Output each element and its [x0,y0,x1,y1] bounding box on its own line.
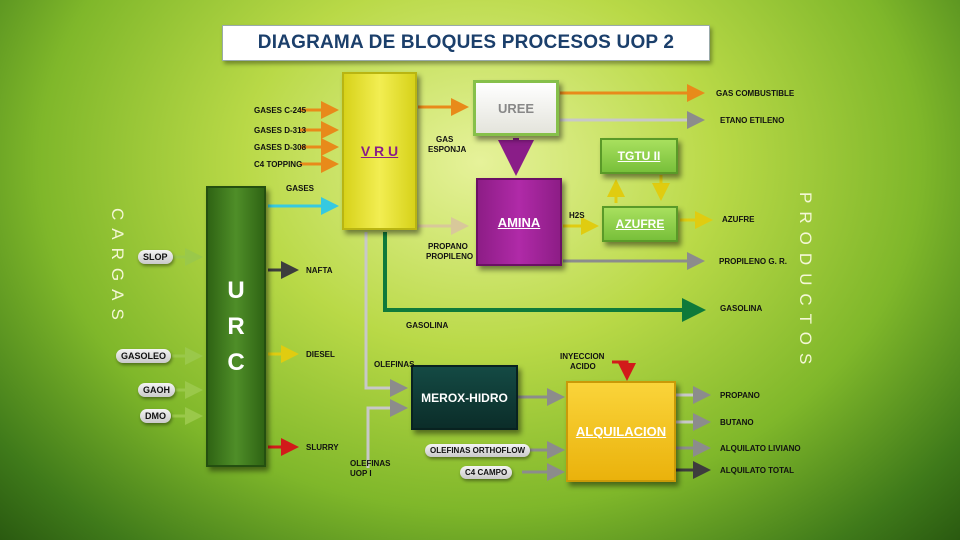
feed-gases-c245: GASES C-245 [254,106,307,115]
product-propileno-gr: PROPILENO G. R. [719,257,788,266]
uree-label: UREE [497,100,535,116]
urc-letter-c: C [227,348,245,376]
alquilacion-label: ALQUILACION [575,424,667,439]
product-azufre: AZUFRE [722,215,755,224]
product-nafta: NAFTA [306,266,333,275]
merox-label: MEROX-HIDRO [421,390,508,405]
product-slurry: SLURRY [306,443,339,452]
feed-olefinas-orthoflow: OLEFINAS ORTHOFLOW [425,444,531,457]
inyeccion-acido-label-1: INYECCION [560,352,605,361]
alquilacion-block[interactable]: ALQUILACION [566,381,676,482]
feed-c4-topping: C4 TOPPING [254,160,303,169]
productos-label: PRODUCTOS [796,192,815,373]
product-butano: BUTANO [720,418,754,427]
olefinas-uop1-label-1: OLEFINAS [350,459,391,468]
merox-block[interactable]: MEROX-HIDRO [411,365,518,430]
product-gas-combustible: GAS COMBUSTIBLE [716,89,795,98]
feed-gases-d313: GASES D-313 [254,126,307,135]
vru-label: V R U [360,143,399,159]
gases-label: GASES [286,184,315,193]
propano-propileno-label-2: PROPILENO [426,252,474,261]
feed-gases-d308: GASES D-308 [254,143,307,152]
urc-block[interactable]: U R C [206,186,266,467]
urc-letter-r: R [227,312,245,340]
feed-dmo: DMO [140,409,171,423]
product-etano-etileno: ETANO ETILENO [720,116,785,125]
gas-esponja-label-1: GAS [436,135,454,144]
feed-slop: SLOP [138,250,173,264]
product-diesel: DIESEL [306,350,335,359]
vru-block[interactable]: V R U [342,72,417,230]
olefinas-uop1-label-2: UOP I [350,469,372,478]
propano-propileno-label-1: PROPANO [428,242,468,251]
azufre-block[interactable]: AZUFRE [602,206,678,242]
tgtu-label: TGTU II [617,149,661,163]
gasolina-flow-label: GASOLINA [406,321,449,330]
tgtu-block[interactable]: TGTU II [600,138,678,174]
product-alquilato-liviano: ALQUILATO LIVIANO [720,444,801,453]
olefinas-label: OLEFINAS [374,360,415,369]
product-alquilato-total: ALQUILATO TOTAL [720,466,795,475]
product-gasolina: GASOLINA [720,304,763,313]
diagram-title: DIAGRAMA DE BLOQUES PROCESOS UOP 2 [222,25,710,61]
feed-c4-campo: C4 CAMPO [460,466,513,479]
amina-label: AMINA [497,214,541,230]
azufre-label: AZUFRE [615,217,665,231]
feed-gasoleo: GASOLEO [116,349,172,363]
product-propano: PROPANO [720,391,760,400]
gas-esponja-label-2: ESPONJA [428,145,467,154]
h2s-label: H2S [569,211,585,220]
cargas-label: CARGAS [108,208,127,328]
urc-letter-u: U [227,276,245,304]
feed-gaoh: GAOH [138,383,175,397]
inyeccion-acido-label-2: ACIDO [570,362,596,371]
amina-block[interactable]: AMINA [476,178,562,266]
uree-block[interactable]: UREE [473,80,559,136]
